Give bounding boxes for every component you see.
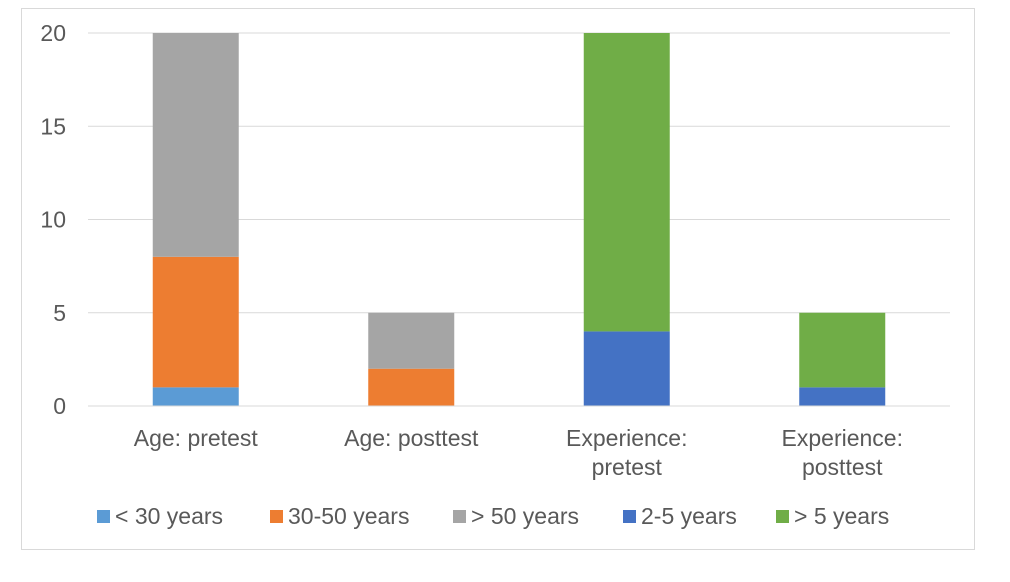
legend-label: 2-5 years [641, 503, 737, 529]
x-category-label-line: pretest [592, 454, 663, 480]
x-category-label-line: Experience: [566, 425, 687, 451]
bars [152, 33, 886, 406]
legend-swatch [270, 510, 283, 523]
x-category-label: Age: posttest [344, 425, 479, 451]
bar-segment [368, 368, 455, 406]
bar-segment [799, 312, 886, 388]
legend-label: > 5 years [794, 503, 889, 529]
bar-segment [583, 33, 670, 332]
bar-segment [152, 256, 239, 388]
legend-swatch [97, 510, 110, 523]
bar-segment [799, 387, 886, 406]
bar-segment [368, 312, 455, 369]
y-axis-tick-labels: 0 5 10 15 20 [40, 20, 66, 419]
bar-segment [152, 387, 239, 406]
x-category-label-line: posttest [802, 454, 883, 480]
y-tick-label: 20 [40, 20, 66, 46]
bar-segment [583, 331, 670, 406]
legend-swatch [776, 510, 789, 523]
y-tick-label: 5 [53, 300, 66, 326]
x-category-label: Experience: pretest [566, 425, 687, 480]
legend-swatch [453, 510, 466, 523]
x-category-label-line: Experience: [782, 425, 903, 451]
y-tick-label: 15 [40, 113, 66, 139]
x-category-label-line: Age: posttest [344, 425, 479, 451]
y-tick-label: 0 [53, 393, 66, 419]
legend-label: > 50 years [471, 503, 579, 529]
bar-segment [152, 33, 239, 257]
legend-label: < 30 years [115, 503, 223, 529]
y-tick-label: 10 [40, 207, 66, 233]
legend-label: 30-50 years [288, 503, 409, 529]
legend: < 30 years 30-50 years > 50 years 2-5 years… [97, 503, 889, 529]
legend-swatch [623, 510, 636, 523]
x-category-label: Age: pretest [134, 425, 259, 451]
x-category-label-line: Age: pretest [134, 425, 259, 451]
x-axis-category-labels: Age: pretest Age: posttest Experience: pret… [134, 425, 903, 480]
x-category-label: Experience: posttest [782, 425, 903, 480]
